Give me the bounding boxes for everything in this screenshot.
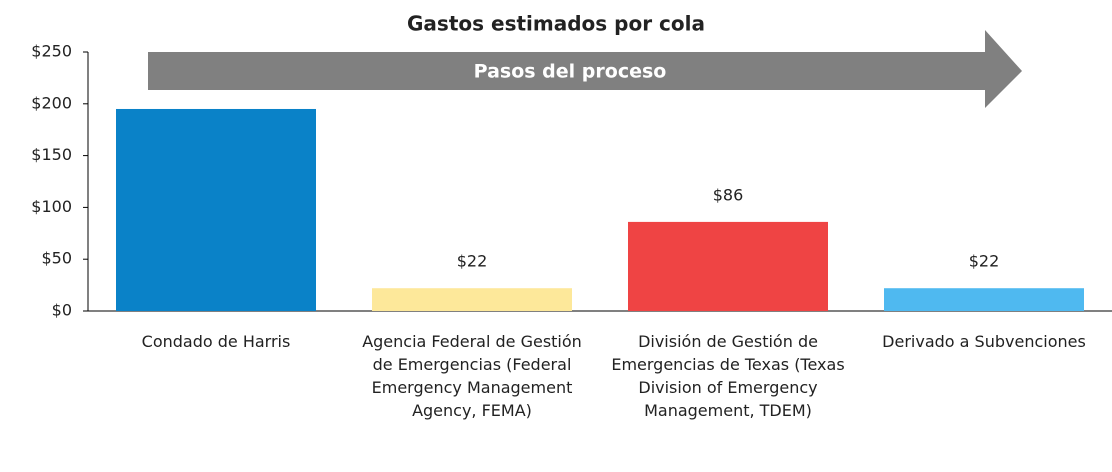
value-label: $86	[713, 185, 744, 204]
y-tick-label: $50	[41, 249, 72, 268]
y-tick-label: $150	[31, 145, 72, 164]
x-tick-label: Condado de Harris	[141, 332, 291, 351]
value-label: $22	[969, 252, 1000, 271]
y-tick-label: $250	[31, 42, 72, 61]
y-tick-label: $100	[31, 197, 72, 216]
process-arrow	[148, 30, 1022, 108]
x-tick-label: División de Gestión de Emergencias de Te…	[611, 332, 845, 420]
arrow-label: Pasos del proceso	[474, 61, 667, 83]
bar	[116, 108, 316, 311]
x-tick-label: Derivado a Subvenciones	[882, 332, 1086, 351]
bar	[628, 221, 828, 311]
bar	[884, 288, 1084, 311]
bar	[372, 288, 572, 311]
value-label: $22	[457, 252, 488, 271]
chart-title: Gastos estimados por cola	[407, 12, 705, 36]
x-tick-label: Agencia Federal de Gestión de Emergencia…	[362, 332, 582, 420]
y-tick-label: $200	[31, 93, 72, 112]
y-tick-label: $0	[52, 301, 72, 320]
